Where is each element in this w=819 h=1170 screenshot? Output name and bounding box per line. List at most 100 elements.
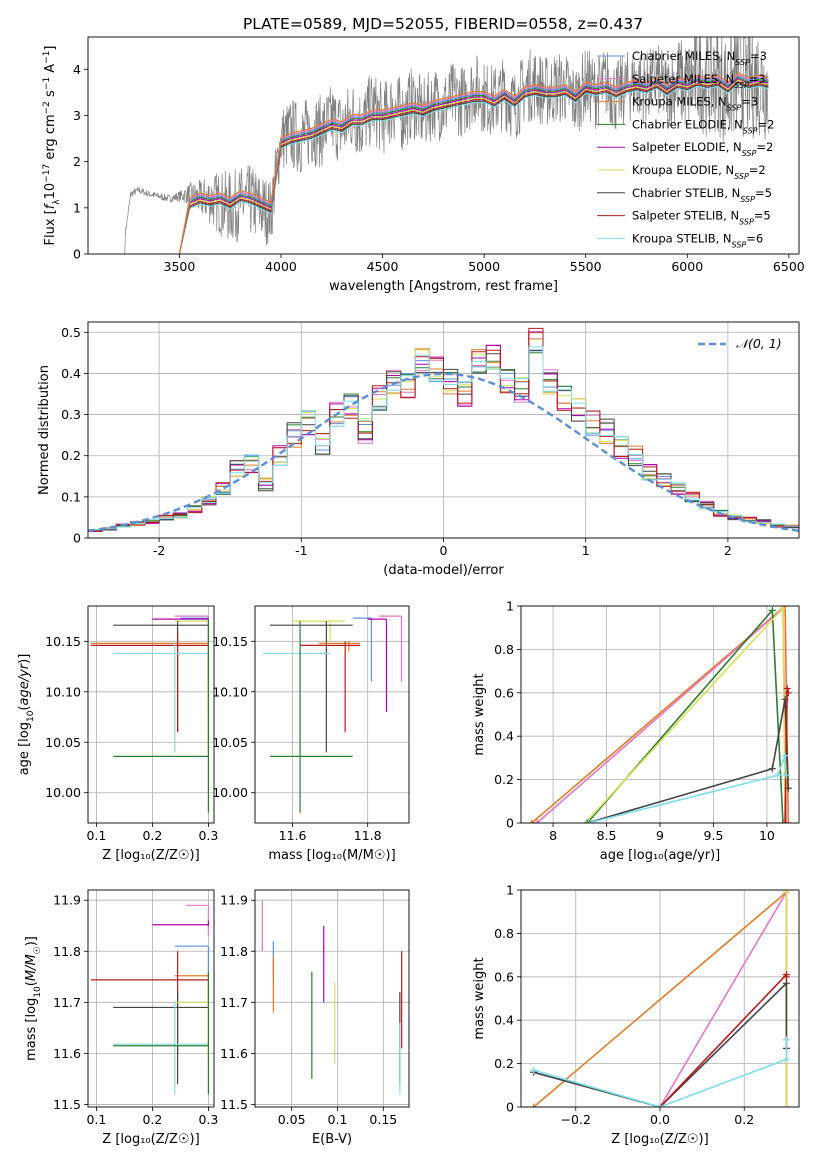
y-tick-label: 11.8 <box>53 944 81 959</box>
y-tick-label: 0 <box>506 816 514 831</box>
weight-marker-kroupa-elodie <box>782 890 790 896</box>
hist-kroupa-stelib <box>88 346 799 533</box>
y-tick-label: 0.8 <box>494 926 514 941</box>
legend-label-kroupa-elodie: Kroupa ELODIE, NSSP=2 <box>632 163 766 181</box>
legend: Chabrier MILES, NSSP=3 Salpeter MILES, NS… <box>597 49 774 249</box>
x-tick-label: 0.2 <box>142 828 162 843</box>
weight-marker-chabrier-stelib <box>782 979 790 987</box>
x-tick-label: 0.15 <box>369 1112 397 1127</box>
x-tick-label: 0.3 <box>198 828 218 843</box>
weight-marker-kroupa-elodie <box>782 1103 790 1107</box>
y-tick-label: 11.5 <box>220 1097 248 1112</box>
axes-frame <box>87 889 215 1108</box>
panel-residuals: -2 -1 0 1 2 0 0.1 0.2 0.3 0.4 0.5 (data-model)/erro… <box>37 321 800 578</box>
y-tick-label: 10.10 <box>45 684 81 699</box>
weight-marker-kroupa-miles <box>784 819 792 823</box>
y-tick-label: 0.5 <box>61 325 81 340</box>
weight-marker-salpeter-miles <box>782 819 790 823</box>
plot-area <box>261 900 403 1095</box>
x-tick-label: 1 <box>582 543 590 558</box>
y-axis-label: age [log10(age/yr)] <box>17 654 36 776</box>
y-tick-label: 10.15 <box>45 634 81 649</box>
weight-marker-kroupa-stelib <box>656 1103 664 1107</box>
y-tick-label: 10.05 <box>212 735 248 750</box>
x-tick-label: 0 <box>440 543 448 558</box>
x-tick-label: 2 <box>724 543 732 558</box>
weight-marker-salpeter-stelib <box>784 689 792 697</box>
x-tick-label: 6500 <box>773 259 805 274</box>
weight-marker-salpeter-stelib <box>783 684 791 692</box>
y-axis-label: mass weight <box>472 673 487 755</box>
x-tick-label: 11.8 <box>354 828 382 843</box>
y-tick-label: 1 <box>506 599 514 614</box>
x-tick-label: 0.1 <box>86 828 106 843</box>
x-axis-label: Z [log₁₀(Z/Z☉)] <box>611 1132 708 1147</box>
legend-label-kroupa-miles: Kroupa MILES, NSSP=3 <box>632 95 758 113</box>
y-tick-label: 11.6 <box>220 1046 248 1061</box>
y-tick-label: 0.4 <box>494 1013 514 1028</box>
y-tick-label: 11.7 <box>220 995 248 1010</box>
weight-marker-kroupa-stelib <box>530 1066 538 1074</box>
y-tick-label: 3 <box>73 108 81 123</box>
x-tick-label: 10 <box>759 828 775 843</box>
weight-marker-kroupa-stelib <box>782 771 790 779</box>
weight-line-kroupa-elodie <box>584 606 786 823</box>
y-tick-label: 0.6 <box>494 685 514 700</box>
y-tick-label: 10.00 <box>45 785 81 800</box>
y-tick-label: 11.5 <box>53 1097 81 1112</box>
x-tick-label: 9.5 <box>704 828 724 843</box>
weight-line-chabrier-elodie <box>586 608 784 823</box>
axes-frame <box>520 605 800 824</box>
x-axis-label: Z [log₁₀(Z/Z☉)] <box>102 1132 199 1147</box>
y-tick-label: 10.05 <box>45 735 81 750</box>
weight-marker-salpeter-miles <box>533 819 541 823</box>
y-tick-label: 10.10 <box>212 684 248 699</box>
plot-area <box>90 904 209 1095</box>
weight-marker-kroupa-stelib <box>584 819 592 823</box>
x-tick-label: 3500 <box>164 259 196 274</box>
weight-marker-chabrier-elodie <box>779 819 787 823</box>
hist-salpeter-elodie <box>88 331 799 533</box>
x-axis-label: Z [log₁₀(Z/Z☉)] <box>102 848 199 863</box>
legend-label-salpeter-stelib: Salpeter STELIB, NSSP=5 <box>632 209 771 227</box>
x-tick-label: 0.05 <box>278 1112 306 1127</box>
x-tick-label: 0.1 <box>86 1112 106 1127</box>
weight-marker-kroupa-stelib <box>782 1036 790 1044</box>
weight-marker-kroupa-elodie <box>581 819 589 823</box>
y-tick-label: 11.9 <box>220 893 248 908</box>
model-line-kroupa-miles <box>178 72 769 254</box>
weight-line-chabrier-stelib <box>587 699 790 823</box>
hist-kroupa-miles <box>88 332 799 534</box>
y-tick-label: 1 <box>506 883 514 898</box>
panel-age-vs-mass: 11.6 11.8 10.00 10.05 10.10 10.15 mass [log₁₀(… <box>212 605 410 863</box>
y-axis-label: Normed distribution <box>37 365 52 495</box>
weight-line-chabrier-stelib <box>533 981 788 1107</box>
x-tick-label: 0.2 <box>142 1112 162 1127</box>
y-tick-label: 2 <box>73 154 81 169</box>
data-spectrum-line <box>122 37 769 254</box>
y-tick-label: 0 <box>73 531 81 546</box>
y-tick-label: 10.15 <box>212 634 248 649</box>
plot-area <box>528 606 792 823</box>
weight-line-salpeter-miles <box>659 890 788 1107</box>
legend-label-salpeter-elodie: Salpeter ELODIE, NSSP=2 <box>632 140 773 158</box>
axes-frame <box>254 605 410 824</box>
y-tick-label: 11.8 <box>220 944 248 959</box>
plot-area <box>530 890 790 1107</box>
weight-marker-kroupa-stelib <box>774 771 782 779</box>
y-tick-label: 0 <box>506 1100 514 1115</box>
y-tick-label: 0.3 <box>61 407 81 422</box>
x-tick-label: 5000 <box>468 259 500 274</box>
weight-marker-kroupa-stelib <box>782 1055 790 1063</box>
y-tick-label: 1 <box>73 200 81 215</box>
weight-marker-kroupa-stelib <box>781 752 789 760</box>
hist-salpeter-miles <box>88 338 799 532</box>
x-axis-label: wavelength [Angstrom, rest frame] <box>329 279 558 294</box>
gaussian-curve <box>88 372 799 532</box>
y-axis-label: mass weight <box>472 957 487 1039</box>
axes-frame <box>520 889 800 1108</box>
x-tick-label: 4000 <box>265 259 297 274</box>
x-tick-label: 8.5 <box>597 828 617 843</box>
x-tick-label: 6000 <box>671 259 703 274</box>
